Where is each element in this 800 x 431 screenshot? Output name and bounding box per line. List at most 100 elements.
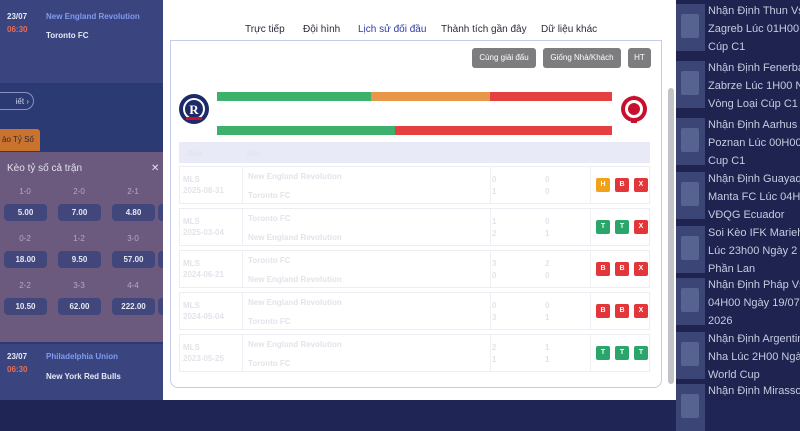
row-score-home: 0 xyxy=(492,175,497,184)
match-date: 23/07 xyxy=(7,12,28,21)
odds-value-button[interactable]: 4.80 xyxy=(112,204,155,221)
filter-same-home-away-button[interactable]: Giống Nhà/Khách xyxy=(543,48,621,68)
row-score-away: 0 xyxy=(492,271,497,280)
result-badge: B xyxy=(615,178,629,192)
news-thumbnail[interactable] xyxy=(676,226,705,273)
news-thumbnail[interactable] xyxy=(676,118,705,165)
news-title[interactable]: Nhận Định Argentin Nha Lúc 2H00 Ngày Wor… xyxy=(708,333,800,381)
tab-live[interactable]: Trực tiếp xyxy=(245,24,285,35)
tab-other-data[interactable]: Dữ liệu khác xyxy=(541,24,598,35)
result-badge: X xyxy=(634,304,648,318)
row-date: 2025-03-04 xyxy=(183,228,224,237)
result-badge: X xyxy=(634,178,648,192)
table-row[interactable]: MLS 2025-08-31 New England Revolution Toron… xyxy=(179,166,650,204)
row-ht-home: 2 xyxy=(545,259,550,268)
home-team-name: New England Revolution xyxy=(46,12,140,21)
away-team-logo xyxy=(621,95,647,123)
odds-value-button[interactable]: 7.00 xyxy=(58,204,101,221)
column-divider xyxy=(490,335,491,371)
news-thumbnail[interactable] xyxy=(676,4,705,51)
header-teams: Đội xyxy=(247,149,260,158)
news-title[interactable]: Nhận Định Guayaqu Manta FC Lúc 04H VĐQG … xyxy=(708,173,800,221)
news-thumbnail[interactable] xyxy=(676,384,705,431)
column-divider xyxy=(490,209,491,245)
row-score-away: 1 xyxy=(492,355,497,364)
row-league: MLS xyxy=(183,259,200,268)
row-ht-home: 1 xyxy=(545,343,550,352)
news-title[interactable]: Nhận Định Aarhus A Poznan Lúc 00H00 Cup … xyxy=(708,119,800,167)
row-ht-home: 0 xyxy=(545,301,550,310)
column-divider xyxy=(590,209,591,245)
detail-label: iết xyxy=(15,97,27,106)
result-badge: T xyxy=(596,220,610,234)
table-row[interactable]: MLS 2024-05-04 New England Revolution Toron… xyxy=(179,292,650,330)
row-team-away: New England Revolution xyxy=(248,233,342,242)
filter-half-time-button[interactable]: HT xyxy=(628,48,651,68)
odds-value-button[interactable]: 10.50 xyxy=(4,298,47,315)
row-date: 2024-05-04 xyxy=(183,312,224,321)
news-title[interactable]: Nhận Định Fenerba Zabrze Lúc 1H00 N Vòng… xyxy=(708,62,800,110)
column-divider xyxy=(242,335,243,371)
column-divider xyxy=(490,293,491,329)
home-team-logo: R xyxy=(179,94,209,124)
tab-score-odds[interactable]: ảo Tỷ Số xyxy=(0,129,40,151)
odds-value-button[interactable] xyxy=(158,298,163,315)
odds-value-button[interactable] xyxy=(158,251,163,268)
tab-lineup[interactable]: Đội hình xyxy=(303,24,341,35)
odds-value-button[interactable]: 18.00 xyxy=(4,251,47,268)
match-time: 06:30 xyxy=(7,25,28,34)
row-team-home: New England Revolution xyxy=(248,298,342,307)
modal-scrollbar[interactable] xyxy=(668,88,674,384)
row-date: 2023-05-25 xyxy=(183,354,224,363)
table-row[interactable]: MLS 2025-03-04 Toronto FC New England Revol… xyxy=(179,208,650,246)
news-thumbnail[interactable] xyxy=(676,332,705,379)
tab-recent-form[interactable]: Thành tích gần đây xyxy=(441,24,527,35)
row-date: 2024-06-21 xyxy=(183,270,224,279)
filter-same-league-button[interactable]: Cùng giải đấu xyxy=(472,48,536,68)
table-row[interactable]: MLS 2023-05-25 New England Revolution Toron… xyxy=(179,334,650,372)
row-ht-away: 1 xyxy=(545,355,550,364)
news-thumbnail[interactable] xyxy=(676,278,705,325)
news-title[interactable]: Nhận Định Thun Vs Zagreb Lúc 01H00 Cúp C… xyxy=(708,5,800,53)
odds-value-button[interactable] xyxy=(158,204,163,221)
news-thumbnail[interactable] xyxy=(676,61,705,108)
result-badge: T xyxy=(615,346,629,360)
odds-value-button[interactable]: 57.00 xyxy=(112,251,155,268)
result-badge: B xyxy=(615,262,629,276)
row-team-home: New England Revolution xyxy=(248,172,342,181)
odds-value-button[interactable]: 9.50 xyxy=(58,251,101,268)
column-divider xyxy=(242,293,243,329)
odds-score-label: 3-3 xyxy=(73,281,85,290)
row-team-away: Toronto FC xyxy=(248,191,291,200)
match-card[interactable]: 23/07 06:30 Philadelphia Union New York … xyxy=(0,344,163,400)
header-league: Giải xyxy=(187,149,203,158)
odds-score-label: 1-0 xyxy=(19,187,31,196)
news-title[interactable]: Nhận Định Pháp Vs 04H00 Ngày 19/07 2026 xyxy=(708,279,800,327)
close-icon[interactable]: ✕ xyxy=(151,163,160,174)
news-title[interactable]: Nhận Định Mirasso xyxy=(708,385,800,397)
odds-score-label: 4-4 xyxy=(127,281,139,290)
modal-tabs: Trực tiếp Đội hình Lịch sử đối đầu Thành… xyxy=(163,20,676,42)
column-divider xyxy=(590,335,591,371)
match-card[interactable]: 23/07 06:30 New England Revolution Toron… xyxy=(0,0,163,83)
odds-value-button[interactable]: 5.00 xyxy=(4,204,47,221)
table-row[interactable]: MLS 2024-06-21 Toronto FC New England Revol… xyxy=(179,250,650,288)
row-team-away: New England Revolution xyxy=(248,275,342,284)
column-divider xyxy=(242,209,243,245)
odds-value-button[interactable]: 222.00 xyxy=(112,298,155,315)
news-title[interactable]: Soi Kèo IFK Marieha Lúc 23h00 Ngày 2 Phầ… xyxy=(708,227,800,275)
odds-score-label: 3-0 xyxy=(127,234,139,243)
detail-button[interactable]: iết › xyxy=(0,92,34,110)
tab-head-to-head[interactable]: Lịch sử đối đầu xyxy=(358,20,427,42)
row-score-away: 3 xyxy=(492,313,497,322)
column-divider xyxy=(490,251,491,287)
odds-value-button[interactable]: 62.00 xyxy=(58,298,101,315)
row-team-away: Toronto FC xyxy=(248,317,291,326)
result-badge: H xyxy=(596,178,610,192)
odds-score-label: 2-2 xyxy=(19,281,31,290)
result-badge: T xyxy=(596,346,610,360)
row-score-home: 0 xyxy=(492,301,497,310)
row-date: 2025-08-31 xyxy=(183,186,224,195)
row-ht-away: 0 xyxy=(545,271,550,280)
news-thumbnail[interactable] xyxy=(676,172,705,219)
